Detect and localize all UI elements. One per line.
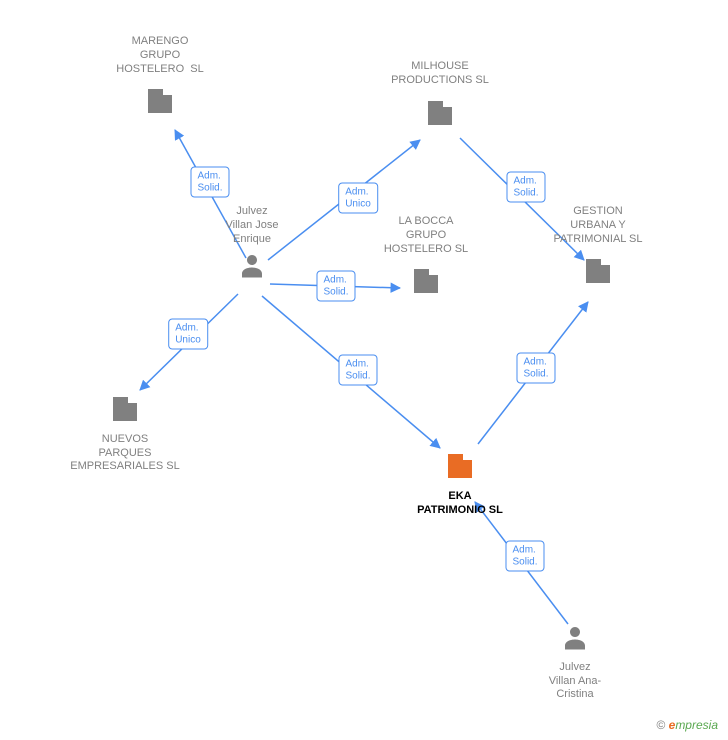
node-julvez_je[interactable]: Julvez Villan Jose Enrique (182, 205, 322, 285)
person-icon (237, 250, 267, 285)
node-gestion[interactable]: GESTION URBANA Y PATRIMONIAL SL (528, 205, 668, 291)
edge-label-e3: Adm. Solid. (506, 172, 545, 203)
edge-label-e7: Adm. Solid. (516, 353, 555, 384)
edge-label-e5: Adm. Unico (168, 319, 208, 350)
node-julvez_ac[interactable]: Julvez Villan Ana- Cristina (505, 622, 645, 702)
building-icon (408, 260, 444, 301)
edge-label-e4: Adm. Solid. (316, 271, 355, 302)
node-label: NUEVOS PARQUES EMPRESARIALES SL (55, 433, 195, 474)
building-icon (142, 80, 178, 121)
edge-label-e1: Adm. Solid. (190, 167, 229, 198)
node-label: EKA PATRIMONIO SL (390, 490, 530, 518)
edge-label-e2: Adm. Unico (338, 183, 378, 214)
building-icon (422, 92, 458, 133)
person-icon (560, 622, 590, 657)
node-milhouse[interactable]: MILHOUSE PRODUCTIONS SL (370, 60, 510, 132)
node-label: Julvez Villan Jose Enrique (182, 205, 322, 246)
node-label: Julvez Villan Ana- Cristina (505, 661, 645, 702)
node-label: LA BOCCA GRUPO HOSTELERO SL (356, 215, 496, 256)
node-marengo[interactable]: MARENGO GRUPO HOSTELERO SL (90, 35, 230, 121)
building-icon (442, 445, 478, 486)
brand-rest: mpresia (675, 718, 718, 732)
node-labocca[interactable]: LA BOCCA GRUPO HOSTELERO SL (356, 215, 496, 301)
copyright: © empresia (656, 718, 718, 732)
edge-label-e8: Adm. Solid. (505, 541, 544, 572)
building-icon (580, 250, 616, 291)
node-eka[interactable]: EKA PATRIMONIO SL (390, 445, 530, 517)
copyright-symbol: © (656, 718, 665, 732)
node-nuevos[interactable]: NUEVOS PARQUES EMPRESARIALES SL (55, 388, 195, 474)
node-label: MILHOUSE PRODUCTIONS SL (370, 60, 510, 88)
edge-label-e6: Adm. Solid. (338, 355, 377, 386)
building-icon (107, 388, 143, 429)
node-label: GESTION URBANA Y PATRIMONIAL SL (528, 205, 668, 246)
node-label: MARENGO GRUPO HOSTELERO SL (90, 35, 230, 76)
